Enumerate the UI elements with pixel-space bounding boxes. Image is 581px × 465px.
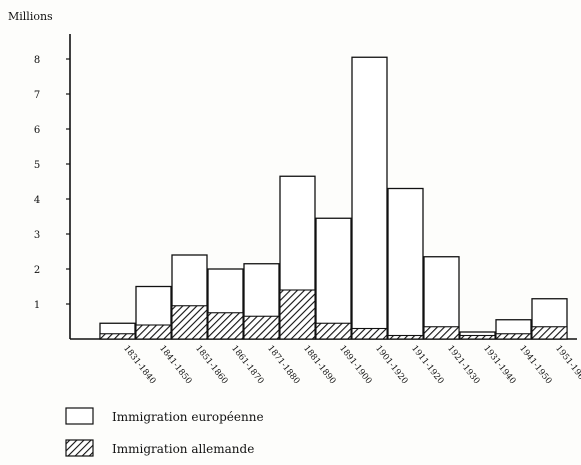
x-tick-label: 1861-1870 bbox=[229, 344, 265, 387]
bar-german-1921-1930 bbox=[423, 326, 460, 340]
legend: Immigration européenne Immigration allem… bbox=[65, 407, 264, 457]
german-immigration-bars bbox=[99, 289, 568, 340]
bar-german-1911-1920 bbox=[387, 334, 424, 340]
x-tick-label: 1851-1860 bbox=[193, 344, 229, 387]
bar-european-1911-1920 bbox=[387, 187, 424, 340]
x-tick-labels: 1831-1840 1841-1850 1851-1860 1861-1870 1871… bbox=[121, 344, 581, 387]
x-tick-label: 1911-1920 bbox=[409, 344, 445, 387]
legend-swatch-german bbox=[65, 439, 94, 457]
y-tick-label: 7 bbox=[34, 90, 40, 101]
y-tick-label: 3 bbox=[34, 230, 40, 241]
y-tick-label: 6 bbox=[34, 125, 40, 136]
y-unit-label: Millions bbox=[8, 10, 53, 23]
y-tick-label: 1 bbox=[34, 300, 40, 311]
bar-german-1851-1860 bbox=[171, 305, 208, 340]
bar-european-1901-1920 bbox=[351, 56, 388, 340]
legend-label-european: Immigration européenne bbox=[112, 410, 264, 424]
y-tick-label: 2 bbox=[34, 265, 40, 276]
x-tick-label: 1841-1850 bbox=[157, 344, 193, 387]
legend-label-german: Immigration allemande bbox=[112, 442, 254, 456]
x-tick-label: 1881-1890 bbox=[301, 344, 337, 387]
x-tick-label: 1891-1900 bbox=[337, 344, 373, 387]
bar-german-1951-1960 bbox=[531, 326, 568, 340]
legend-swatch-european bbox=[65, 407, 94, 425]
bar-german-1901-1920 bbox=[351, 327, 388, 340]
bar-german-1871-1880 bbox=[243, 315, 280, 340]
x-tick-label: 1921-1930 bbox=[445, 344, 481, 387]
x-tick-label: 1941-1950 bbox=[517, 344, 553, 387]
bar-german-1891-1900 bbox=[315, 322, 352, 340]
bar-european-1891-1900 bbox=[315, 217, 352, 340]
x-tick-label: 1931-1940 bbox=[481, 344, 517, 387]
x-tick-label: 1831-1840 bbox=[121, 344, 157, 387]
x-tick-label: 1951-1960 bbox=[553, 344, 581, 387]
bar-german-1941-1950 bbox=[495, 333, 532, 340]
x-tick-label: 1901-1920 bbox=[373, 344, 409, 387]
x-tick-label: 1871-1880 bbox=[265, 344, 301, 387]
bar-german-1931-1940 bbox=[459, 334, 496, 340]
bar-german-1881-1890 bbox=[279, 289, 316, 340]
y-ticks: 1 2 3 4 5 6 7 8 bbox=[34, 55, 70, 311]
y-tick-label: 4 bbox=[34, 195, 40, 206]
y-tick-label: 5 bbox=[34, 160, 40, 171]
bar-german-1861-1870 bbox=[207, 312, 244, 340]
y-tick-label: 8 bbox=[34, 55, 40, 66]
bar-german-1841-1850 bbox=[135, 324, 172, 340]
bar-german-1831-1840 bbox=[99, 333, 136, 340]
european-immigration-bars bbox=[99, 56, 568, 340]
